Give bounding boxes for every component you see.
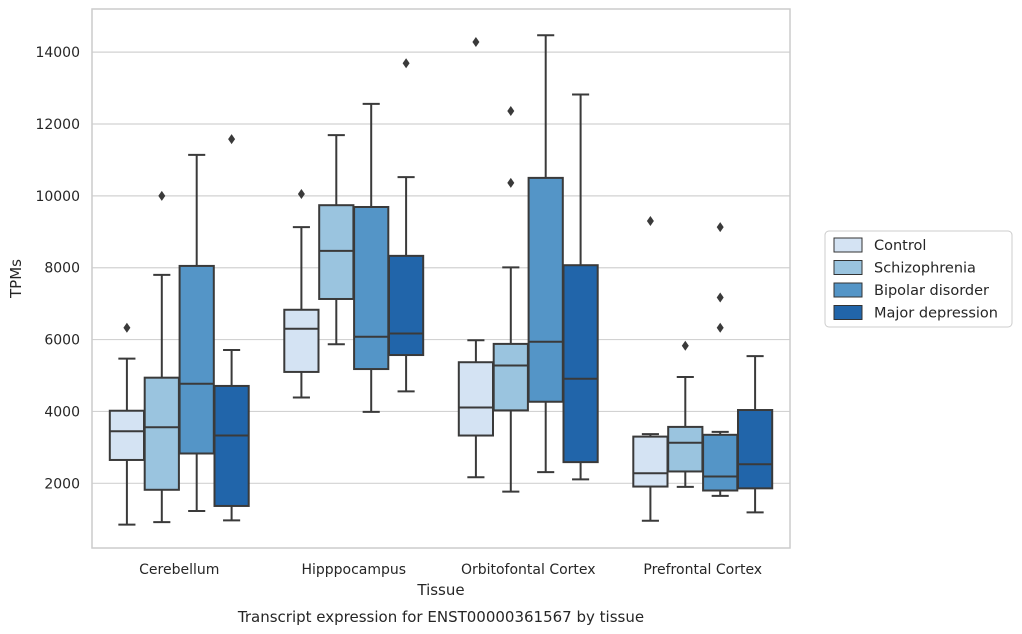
box-major-depression — [562, 93, 599, 481]
box-schizophrenia — [492, 106, 529, 493]
legend-frame — [824, 230, 1013, 328]
legend-label: Bipolar disorder — [874, 283, 989, 299]
outlier-point — [158, 190, 166, 201]
outlier-point — [681, 340, 689, 351]
box-iqr — [492, 342, 529, 412]
legend-label: Major depression — [874, 306, 998, 322]
box-iqr — [527, 176, 564, 403]
box-plot-marks — [108, 34, 774, 526]
outlier-point — [507, 106, 515, 117]
plot-frame — [91, 8, 791, 549]
y-tick-label: 12000 — [35, 117, 80, 133]
legend-swatch — [833, 282, 863, 298]
box-iqr — [143, 376, 180, 491]
box-iqr — [632, 435, 669, 488]
legend-label: Control — [874, 238, 926, 254]
box-iqr — [213, 384, 250, 507]
x-tick-label: Cerebellum — [139, 562, 219, 578]
outlier-point — [716, 292, 724, 303]
x-tick-label: Prefrontal Cortex — [643, 562, 762, 578]
outlier-point — [228, 134, 236, 145]
legend-swatch — [833, 305, 863, 320]
y-tick-label: 14000 — [35, 45, 80, 61]
outlier-point — [646, 216, 654, 227]
box-iqr — [736, 409, 774, 490]
legend-swatch — [833, 260, 863, 275]
box-control — [108, 322, 146, 526]
box-iqr — [562, 264, 599, 464]
outlier-point — [716, 222, 724, 233]
x-tick-label: Hipppocampus — [301, 562, 406, 578]
box-iqr — [318, 204, 355, 300]
box-major-depression — [387, 58, 425, 393]
x-tick-label: Orbitofontal Cortex — [461, 562, 596, 578]
y-tick-label: 4000 — [44, 404, 80, 420]
x-axis-ticks: Cerebellum Hipppocampus Orbitofontal Corte… — [139, 562, 762, 578]
box-schizophrenia — [143, 190, 180, 524]
box-iqr — [353, 205, 390, 371]
box-iqr — [283, 308, 320, 373]
outlier-point — [297, 189, 305, 200]
box-bipolar-disorder — [353, 102, 390, 413]
box-bipolar-disorder — [178, 153, 215, 512]
box-major-depression — [213, 134, 250, 522]
legend-swatch — [833, 237, 863, 253]
chart-caption: Transcript expression for ENST0000036156… — [237, 608, 644, 626]
outlier-point — [123, 322, 131, 333]
box-iqr — [387, 254, 425, 357]
outlier-point — [472, 37, 480, 48]
box-control — [283, 189, 320, 399]
x-axis-label: Tissue — [416, 581, 464, 599]
box-bipolar-disorder — [527, 34, 564, 474]
y-axis-label: TPMs — [7, 259, 25, 299]
outlier-point — [507, 177, 515, 188]
legend-label: Schizophrenia — [874, 261, 976, 277]
outlier-point — [716, 322, 724, 333]
y-tick-label: 2000 — [44, 476, 80, 492]
box-schizophrenia — [667, 340, 704, 488]
y-tick-label: 8000 — [44, 261, 80, 277]
box-iqr — [457, 361, 495, 437]
outlier-point — [402, 58, 410, 69]
box-bipolar-disorder — [702, 222, 739, 497]
box-iqr — [702, 433, 739, 492]
legend: Control Schizophrenia Bipolar disorder Majo… — [824, 230, 1013, 328]
y-axis-ticks: 2000 4000 6000 8000 10000 12000 14000 — [35, 45, 80, 492]
y-tick-label: 6000 — [44, 333, 80, 349]
box-iqr — [667, 425, 704, 473]
y-tick-label: 10000 — [35, 189, 80, 205]
box-control — [632, 216, 669, 522]
box-schizophrenia — [318, 134, 355, 346]
box-control — [457, 37, 495, 479]
box-major-depression — [736, 355, 774, 514]
box-iqr — [178, 264, 215, 455]
box-iqr — [108, 409, 146, 461]
